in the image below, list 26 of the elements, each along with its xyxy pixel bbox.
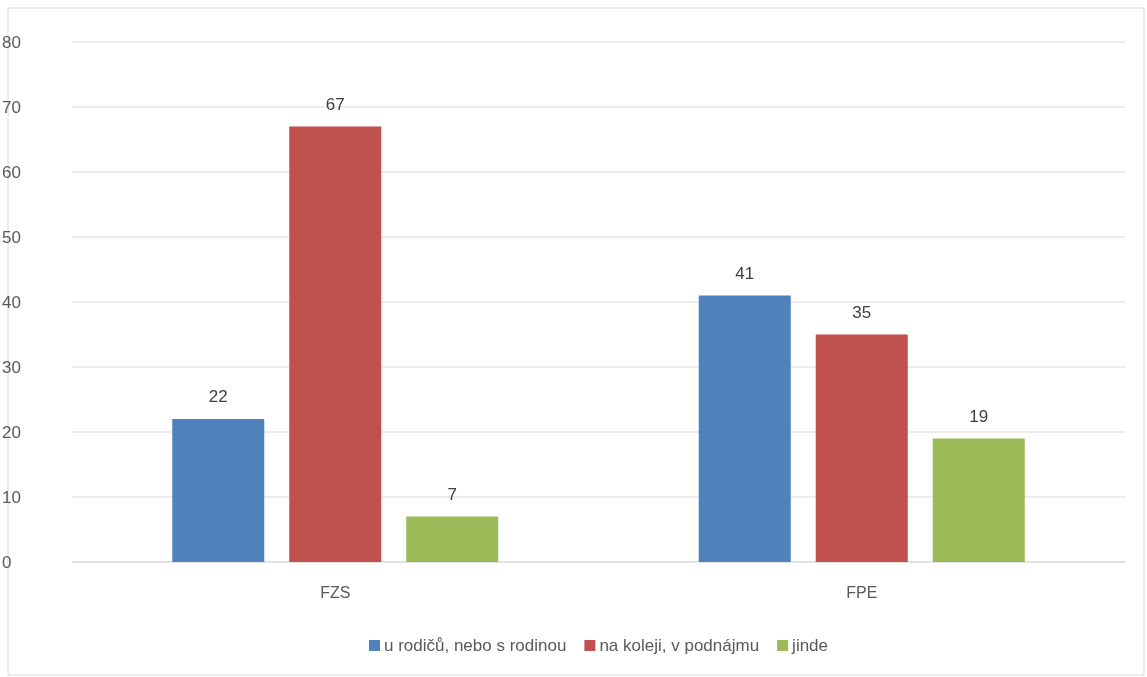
bar bbox=[289, 126, 382, 562]
bar bbox=[698, 295, 791, 562]
bar bbox=[932, 438, 1025, 562]
y-tick-label: 30 bbox=[2, 357, 21, 377]
y-tick-label: 20 bbox=[2, 422, 21, 442]
bar bbox=[172, 419, 265, 562]
data-label: 35 bbox=[852, 302, 872, 322]
data-label: 19 bbox=[969, 406, 989, 426]
bar bbox=[406, 516, 499, 562]
bar bbox=[815, 334, 908, 562]
y-tick-label: 70 bbox=[2, 97, 21, 117]
legend-label: u rodičů, nebo s rodinou bbox=[383, 636, 567, 655]
x-tick-label: FZS bbox=[320, 584, 351, 601]
x-tick-label: FPE bbox=[846, 584, 878, 601]
data-label: 67 bbox=[325, 94, 345, 114]
y-tick-label: 0 bbox=[2, 552, 12, 572]
y-tick-label: 80 bbox=[2, 32, 21, 52]
legend-label: na koleji, v podnájmu bbox=[599, 636, 760, 655]
data-label: 7 bbox=[447, 484, 457, 504]
legend-label: jinde bbox=[791, 636, 829, 655]
data-label: 41 bbox=[735, 263, 755, 283]
y-tick-label: 40 bbox=[2, 292, 21, 312]
data-label: 22 bbox=[208, 387, 228, 406]
y-tick-label: 60 bbox=[2, 162, 21, 182]
y-tick-label: 50 bbox=[2, 227, 21, 247]
y-tick-label: 10 bbox=[2, 487, 21, 507]
